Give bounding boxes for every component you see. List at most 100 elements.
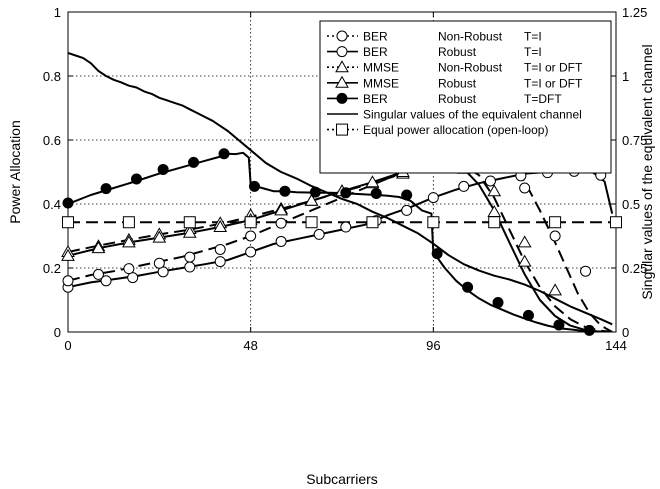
y2-tick-label: 0.5	[622, 197, 640, 212]
series-1-marker	[214, 256, 226, 268]
series-2-marker	[184, 251, 196, 263]
legend-label: T=DFT	[524, 92, 562, 106]
series-3-marker	[517, 235, 532, 248]
series-2-marker	[153, 257, 165, 269]
legend-label: Robust	[438, 92, 477, 106]
series-5-marker	[462, 281, 474, 293]
series-1-marker	[275, 235, 287, 247]
series-5-marker	[309, 186, 321, 198]
series-2-marker	[92, 268, 104, 280]
series-4-marker	[61, 248, 75, 261]
series-5-marker	[62, 197, 74, 209]
x-tick-label: 0	[64, 338, 71, 353]
series-1-marker	[484, 175, 496, 187]
series-line-5	[68, 151, 613, 332]
plot-frame	[67, 11, 617, 333]
series-7-marker	[427, 216, 440, 229]
series-5-marker	[248, 180, 260, 192]
series-5-marker	[131, 173, 142, 185]
legend-marker-4	[335, 75, 349, 88]
series-4-marker	[487, 204, 502, 217]
series-5-marker	[583, 324, 595, 336]
legend-label: BER	[363, 92, 388, 106]
series-5-marker	[431, 248, 443, 260]
series-5-marker	[553, 319, 565, 331]
legend-label: MMSE	[363, 76, 399, 90]
legend-label: Non-Robust	[438, 30, 503, 44]
legend-marker-1	[336, 46, 348, 58]
legend-label: T=I	[524, 30, 542, 44]
legend-label: BER	[363, 45, 388, 59]
legend-label: Equal power allocation (open-loop)	[363, 123, 548, 137]
legend-label: Robust	[438, 76, 477, 90]
series-2-marker	[519, 182, 531, 194]
series-5-marker	[100, 183, 112, 195]
series-4-marker	[365, 175, 380, 188]
series-4-marker	[274, 203, 288, 216]
y2-tick-label: 0.75	[622, 133, 647, 148]
y-tick-label: 1	[54, 5, 61, 20]
x-tick-label: 144	[605, 338, 627, 353]
series-7-marker	[549, 216, 562, 229]
series-5-marker	[279, 185, 291, 197]
series-5-marker	[522, 309, 534, 321]
series-5-marker	[188, 156, 200, 168]
series-1-marker	[313, 228, 325, 240]
y-tick-label: 0	[54, 325, 61, 340]
series-7-marker	[366, 216, 379, 229]
y-tick-label: 0.8	[43, 69, 61, 84]
series-7-marker	[610, 216, 622, 229]
legend-label: T=I	[524, 45, 542, 59]
y-axis-label: Power Allocation	[7, 120, 23, 224]
series-2-marker	[580, 265, 592, 277]
series-1-marker	[401, 204, 413, 216]
series-4-marker	[304, 193, 319, 206]
series-4-marker	[152, 230, 167, 243]
legend-marker-7	[336, 123, 348, 136]
series-5-marker	[401, 189, 413, 201]
series-5-marker	[492, 297, 504, 309]
legend-marker-5	[336, 92, 348, 104]
series-line-6	[68, 52, 613, 326]
marker-layer	[61, 136, 622, 336]
legend: BER Non-Robust T=I BER Robust T=I MMSE Non-Robu…	[319, 20, 612, 174]
y2-tick-label: 1	[622, 69, 629, 84]
series-2-marker	[214, 243, 226, 255]
series-1-marker	[100, 275, 112, 287]
series-3-marker	[487, 184, 502, 197]
legend-label: T=I or DFT	[524, 76, 583, 90]
series-7-marker	[488, 216, 501, 229]
series-7-marker	[122, 216, 135, 229]
series-7-marker	[183, 216, 196, 229]
series-2-marker	[245, 230, 257, 242]
series-2-marker	[549, 230, 561, 242]
x-axis-label: Subcarriers	[306, 471, 378, 487]
series-4-marker	[182, 225, 197, 238]
series-4-marker	[91, 241, 106, 254]
legend-label: BER	[363, 30, 388, 44]
series-4-marker	[517, 254, 532, 267]
legend-marker-3	[335, 60, 349, 73]
y2-axis-label: Singular values of the equivalent channe…	[639, 44, 655, 299]
series-1-marker	[245, 246, 257, 258]
y2-tick-label: 0.25	[622, 261, 647, 276]
legend-box	[319, 20, 612, 174]
series-5-marker	[218, 148, 230, 160]
series-line-3	[68, 162, 613, 332]
legend-marker-0	[336, 30, 348, 42]
series-5-marker	[340, 187, 352, 199]
y-tick-label: 0.2	[43, 261, 61, 276]
legend-label: MMSE	[363, 61, 399, 75]
x-tick-label: 48	[243, 338, 257, 353]
legend-label: Non-Robust	[438, 61, 503, 75]
series-2-marker	[62, 275, 74, 287]
series-1-marker	[427, 192, 439, 204]
series-7-marker	[62, 216, 74, 229]
series-2-marker	[275, 217, 287, 229]
series-1-marker	[184, 261, 196, 273]
y-tick-label: 0.6	[43, 133, 61, 148]
series-5-marker	[157, 163, 169, 175]
series-2-marker	[123, 263, 135, 275]
